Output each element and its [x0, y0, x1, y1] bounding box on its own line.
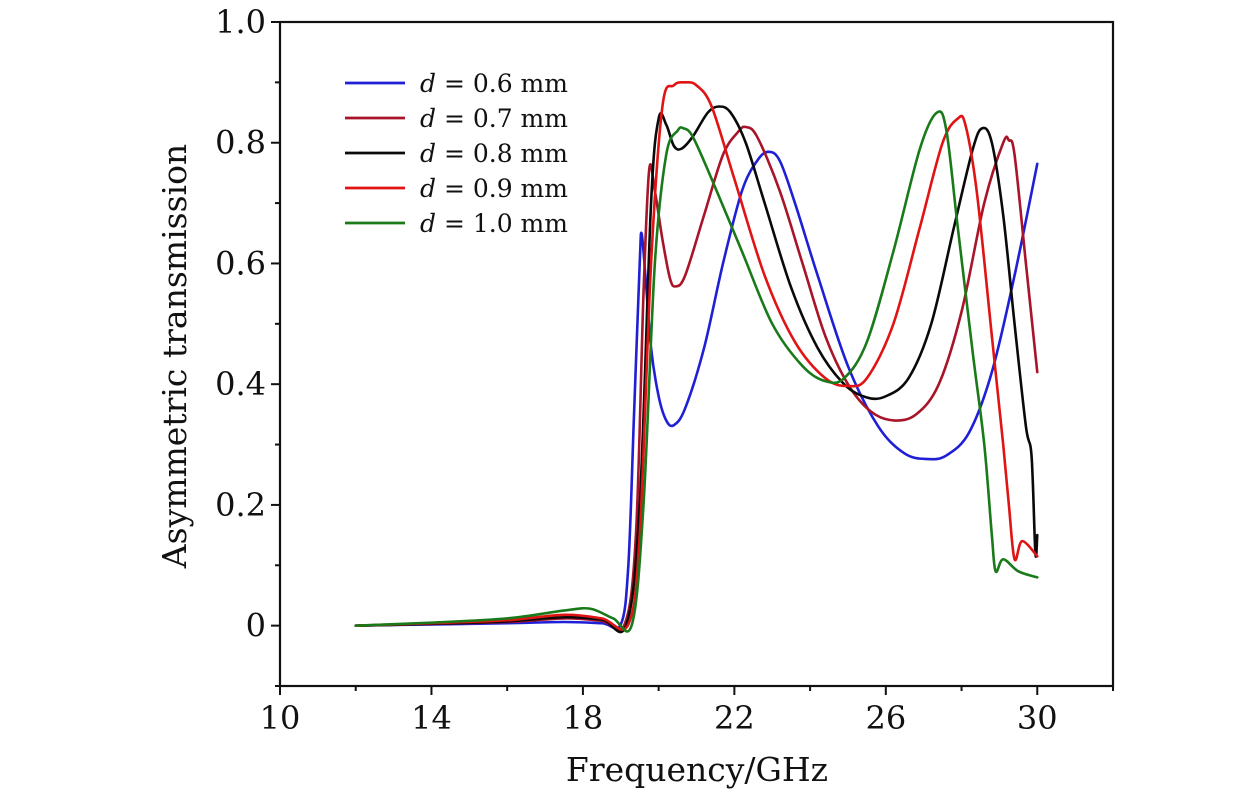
- y-tick-label: 0.8: [215, 124, 266, 162]
- x-tick-label: 18: [563, 699, 604, 737]
- y-tick-label: 0.4: [215, 365, 266, 403]
- legend-value: = 0.6 mm: [436, 69, 568, 98]
- y-tick-label: 0.6: [215, 244, 266, 282]
- legend-value: = 0.9 mm: [436, 174, 568, 203]
- legend-label: d = 0.9 mm: [420, 174, 568, 203]
- x-tick-label: 22: [714, 699, 755, 737]
- legend: d = 0.6 mmd = 0.7 mmd = 0.8 mmd = 0.9 mm…: [345, 69, 568, 238]
- legend-label: d = 0.8 mm: [420, 139, 568, 168]
- x-tick-label: 30: [1017, 699, 1058, 737]
- legend-value: = 0.7 mm: [436, 104, 568, 133]
- legend-value: = 0.8 mm: [436, 139, 568, 168]
- legend-variable: d: [420, 104, 436, 133]
- y-tick-label: 1.0: [215, 3, 266, 41]
- x-tick-label: 14: [411, 699, 452, 737]
- legend-variable: d: [420, 209, 436, 238]
- series-layer: [354, 80, 1039, 634]
- series-line-4: [354, 80, 1039, 631]
- legend-label: d = 0.7 mm: [420, 104, 568, 133]
- legend-label: d = 1.0 mm: [420, 209, 568, 238]
- series-line-5: [354, 110, 1039, 633]
- legend-label: d = 0.6 mm: [420, 69, 568, 98]
- plot-area: [278, 20, 1115, 688]
- legend-value: = 1.0 mm: [436, 209, 568, 238]
- series-line-3: [354, 105, 1039, 634]
- legend-variable: d: [420, 69, 436, 98]
- x-tick-label: 26: [865, 699, 906, 737]
- y-axis-label: Asymmetric transmission: [155, 144, 194, 569]
- y-axis: 0 0.2 0.4 0.6 0.8 1.0: [215, 3, 280, 687]
- legend-variable: d: [420, 174, 436, 203]
- series-line-1: [354, 150, 1039, 630]
- legend-variable: d: [420, 139, 436, 168]
- y-tick-label: 0.2: [215, 486, 266, 524]
- x-axis-label: Frequency/GHz: [566, 750, 828, 789]
- y-tick-label: 0: [246, 607, 266, 645]
- x-tick-label: 10: [260, 699, 301, 737]
- x-axis: 10 14 18 22 26 30: [260, 686, 1114, 737]
- plot-frame: [278, 20, 1115, 688]
